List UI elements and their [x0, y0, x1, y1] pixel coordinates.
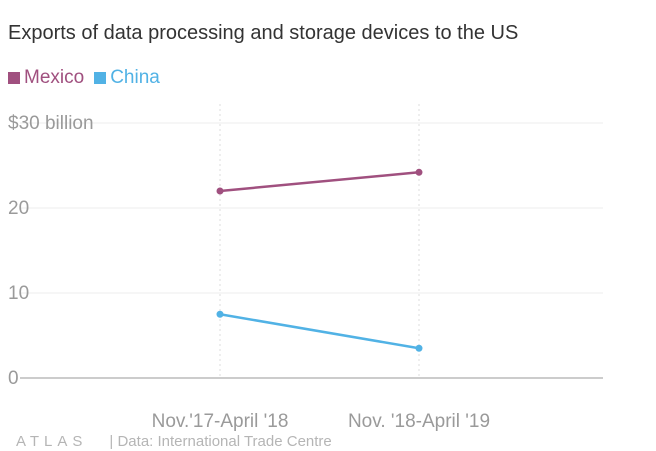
data-source: | Data: International Trade Centre [109, 433, 332, 450]
legend-item-china: China [94, 67, 160, 89]
y-tick-label: 10 [8, 283, 29, 304]
series-line-china [219, 313, 420, 350]
y-tick-label: $30 billion [8, 113, 94, 134]
x-tick-label: Nov. '18-April '19 [348, 411, 490, 432]
series-line-mexico [219, 171, 420, 193]
data-point-mexico [216, 187, 224, 195]
legend-label-mexico: Mexico [24, 67, 85, 88]
data-point-china [216, 310, 224, 318]
legend-swatch-mexico [8, 72, 20, 84]
atlas-logo: ATLAS [16, 433, 88, 450]
axes: 0 10 20 $30 billion Nov.'17-April '18 Nov. '1… [8, 113, 603, 432]
legend: Mexico China [8, 67, 170, 89]
y-tick-label: 0 [8, 368, 19, 389]
series-layer [216, 168, 423, 352]
legend-swatch-china [94, 72, 107, 84]
data-point-china [415, 344, 423, 352]
y-tick-label: 20 [8, 198, 29, 219]
data-point-mexico [415, 168, 423, 176]
chart-title: Exports of data processing and storage d… [8, 22, 519, 44]
legend-label-china: China [110, 67, 160, 88]
gridlines [20, 104, 603, 378]
legend-item-mexico: Mexico [8, 67, 84, 89]
footer: ATLAS | Data: International Trade Centre [16, 433, 332, 450]
x-tick-label: Nov.'17-April '18 [152, 411, 289, 432]
